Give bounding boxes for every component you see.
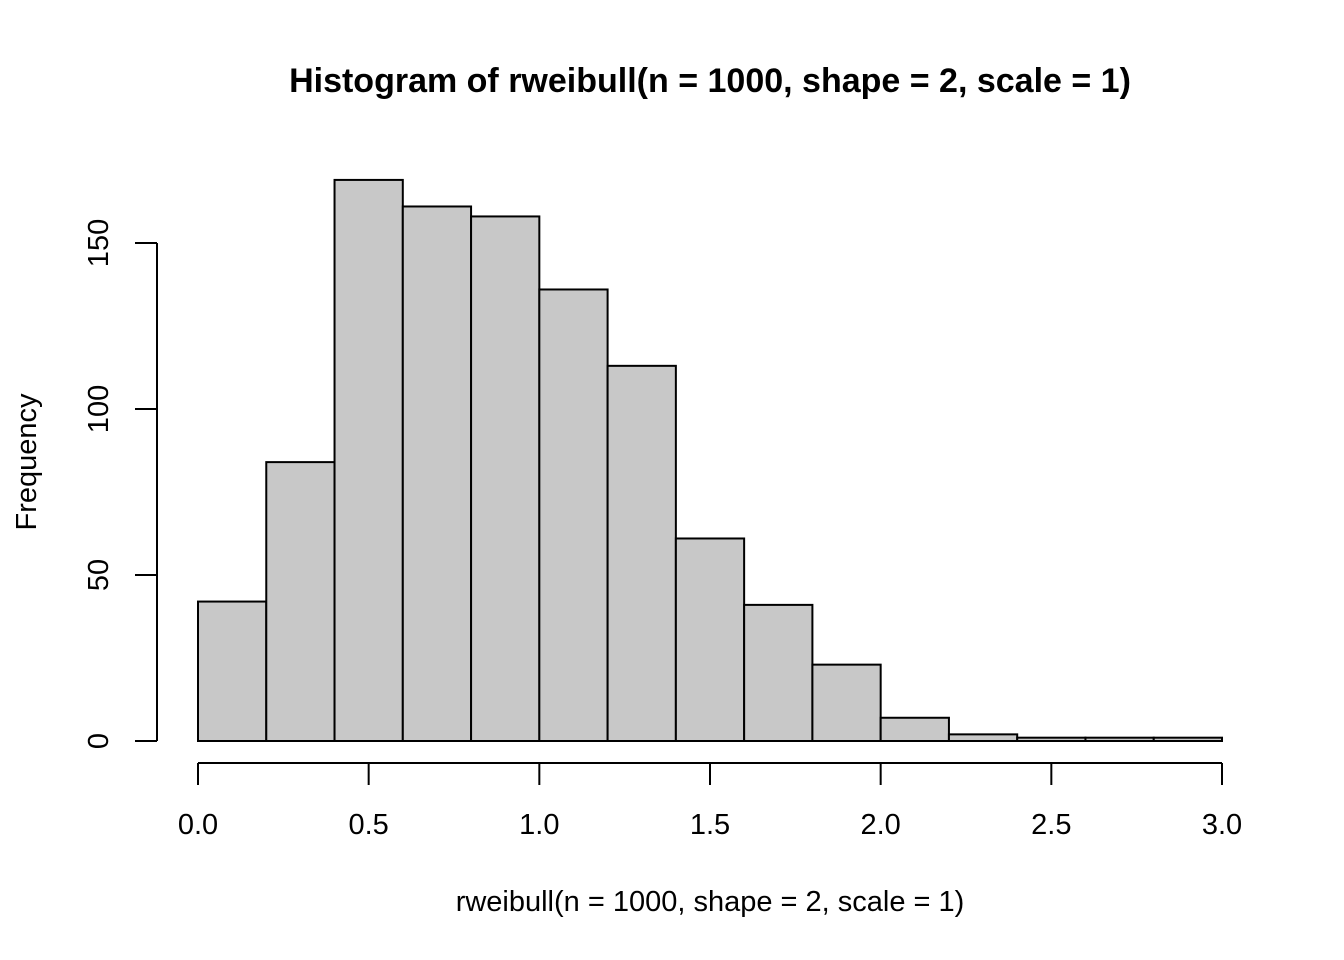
x-tick-label: 0.5 (349, 809, 389, 841)
y-tick-label: 0 (83, 733, 115, 749)
y-tick-label: 50 (83, 559, 115, 591)
x-tick-label: 0.0 (178, 809, 218, 841)
y-axis-label: Frequency (11, 393, 43, 531)
histogram-bar (743, 603, 814, 742)
histogram-bar (1016, 736, 1087, 742)
x-tick-label: 3.0 (1202, 809, 1242, 841)
histogram-bar (1084, 736, 1155, 742)
histogram-bar (606, 364, 677, 742)
histogram-bar (401, 205, 473, 743)
histogram-bar (1152, 736, 1223, 742)
x-tick-label: 1.0 (519, 809, 559, 841)
histogram-bar (538, 288, 609, 742)
x-tick-label: 2.0 (861, 809, 901, 841)
bars-group (197, 178, 1223, 743)
histogram-bar (811, 663, 882, 743)
histogram-bar (333, 178, 404, 743)
y-tick-label: 150 (83, 219, 115, 267)
x-tick-label: 1.5 (690, 809, 730, 841)
histogram-bar (197, 600, 268, 742)
x-axis: 0.0 0.5 1.0 1.5 2.0 2.5 3.0 (178, 762, 1242, 841)
histogram-bar (265, 461, 336, 742)
histogram-bar (879, 716, 950, 743)
x-axis-label: rweibull(n = 1000, shape = 2, scale = 1) (456, 886, 965, 918)
chart-title: Histogram of rweibull(n = 1000, shape = … (289, 62, 1131, 100)
y-tick-label: 100 (83, 385, 115, 433)
histogram-bar (947, 733, 1019, 742)
histogram-bar (674, 537, 746, 742)
x-tick-label: 2.5 (1031, 809, 1071, 841)
histogram-bar (470, 215, 541, 742)
y-axis: 0 50 100 150 (83, 219, 158, 749)
